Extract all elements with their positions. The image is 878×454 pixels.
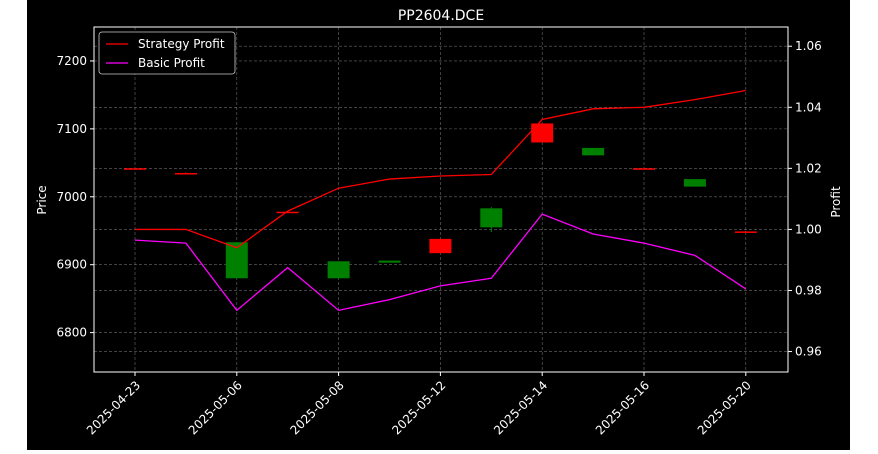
right-tick-label: 1.00 [795, 222, 822, 236]
chart-title: PP2604.DCE [398, 8, 484, 24]
legend-box [98, 31, 236, 75]
right-axis-label: Profit [829, 186, 843, 218]
x-tick-label: 2025-05-16 [593, 378, 652, 437]
candle-body [225, 242, 248, 279]
line-strategy-profit [135, 89, 746, 249]
grid-lines [94, 27, 788, 372]
profit-lines [134, 89, 747, 312]
chart-figure: 6800 6900 7000 7100 7200 0.96 0.98 1.00 1.02 1.0… [27, 0, 850, 450]
left-tick-label: 7200 [56, 54, 87, 68]
right-axis-ticks: 0.96 0.98 1.00 1.02 1.04 1.06 [788, 39, 822, 359]
legend: Strategy Profit Basic Profit [98, 31, 236, 75]
candle-body [633, 168, 655, 170]
x-tick-label: 2025-05-08 [288, 378, 347, 437]
candlesticks [124, 123, 757, 279]
left-tick-label: 7000 [56, 190, 87, 204]
line-basic-profit [134, 213, 747, 312]
legend-label-basic-profit: Basic Profit [138, 56, 205, 70]
left-tick-label: 7100 [56, 122, 87, 136]
candle-body [174, 173, 197, 175]
right-tick-label: 1.04 [795, 100, 822, 114]
right-tick-label: 1.02 [795, 161, 822, 175]
x-tick-label: 2025-05-20 [695, 378, 754, 437]
left-tick-label: 6800 [56, 326, 87, 340]
right-tick-label: 0.98 [795, 283, 822, 297]
candle-body [327, 261, 350, 279]
x-tick-label: 2025-05-14 [491, 378, 550, 437]
x-tick-label: 2025-05-06 [186, 378, 245, 437]
candle-body [582, 147, 605, 156]
left-axis-ticks: 6800 6900 7000 7100 7200 [56, 54, 94, 340]
candle-body [734, 231, 757, 233]
plot-frame [93, 26, 789, 373]
left-tick-label: 6900 [56, 258, 87, 272]
x-tick-label: 2025-05-12 [389, 378, 448, 437]
right-tick-label: 0.96 [795, 345, 822, 359]
chart-svg: 6800 6900 7000 7100 7200 0.96 0.98 1.00 1.02 1.0… [35, 8, 843, 437]
left-axis-label: Price [35, 185, 49, 214]
candle-body [276, 211, 299, 214]
candle-body [683, 179, 706, 187]
x-axis-ticks: 2025-04-23 2025-05-06 2025-05-08 2025-05-12… [84, 372, 754, 437]
candle-body [480, 208, 503, 228]
right-tick-label: 1.06 [795, 39, 822, 53]
x-tick-label: 2025-04-23 [84, 378, 143, 437]
candle-body [124, 168, 146, 170]
candle-body [429, 238, 452, 254]
candle-body [378, 260, 401, 263]
candle-body [531, 123, 554, 143]
legend-label-strategy-profit: Strategy Profit [138, 37, 225, 51]
